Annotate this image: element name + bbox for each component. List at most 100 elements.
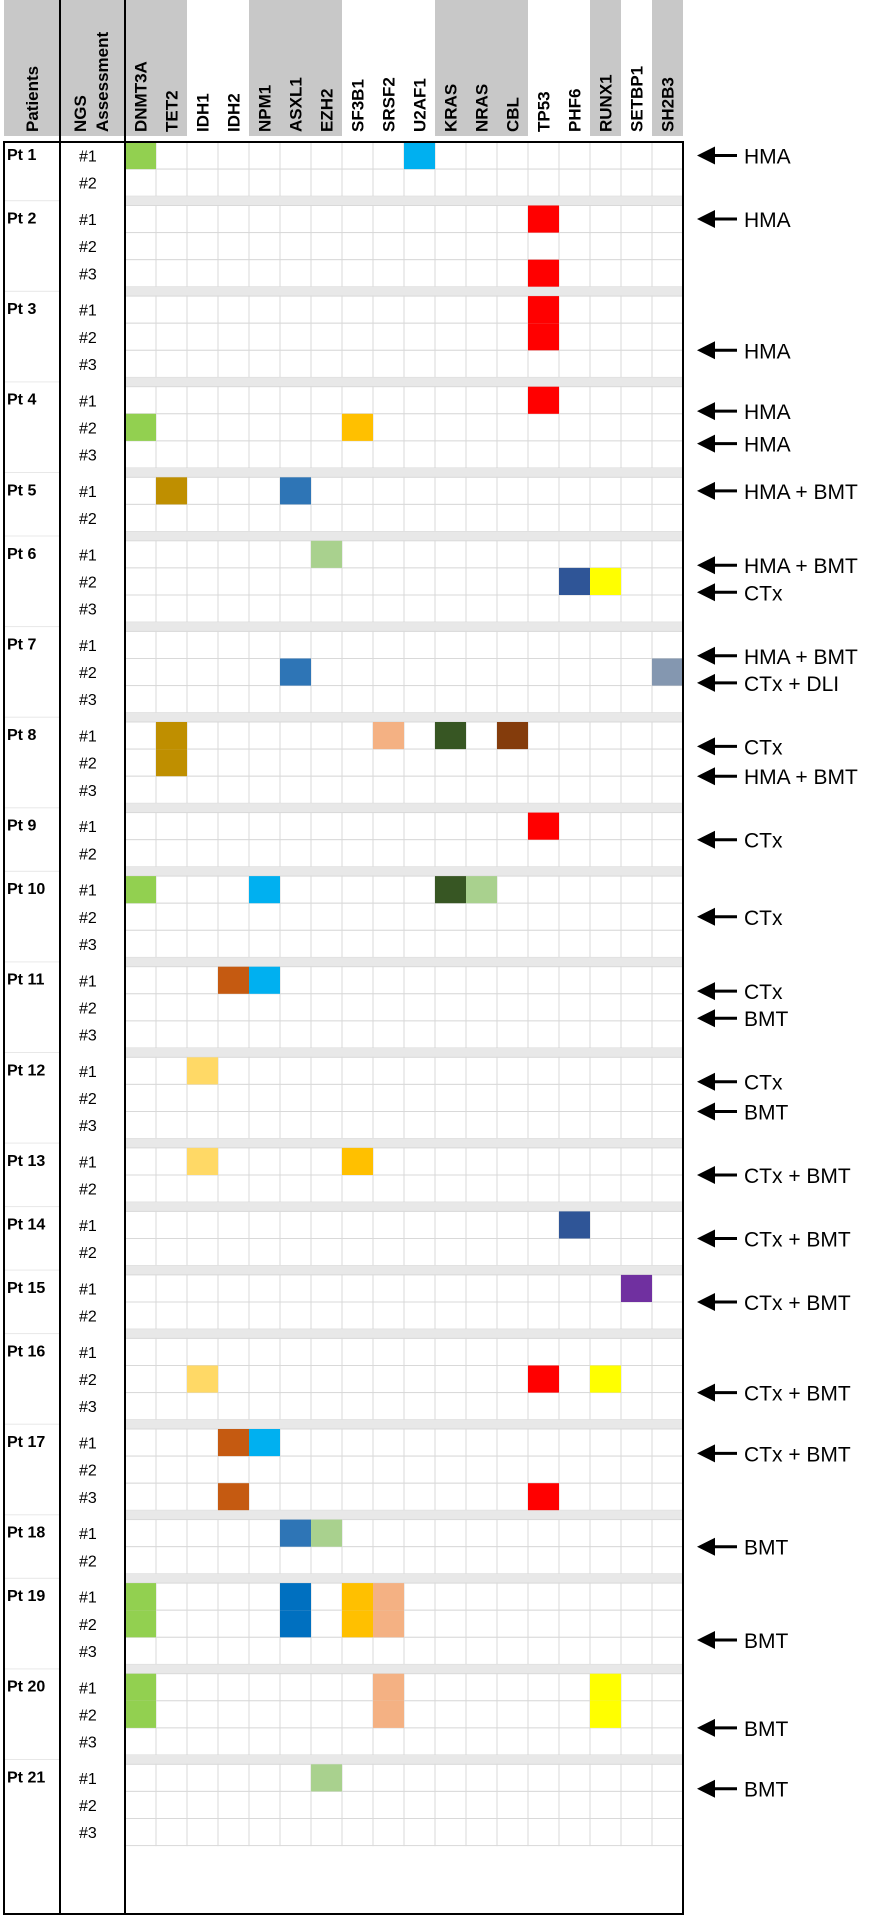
grid-cell xyxy=(372,567,405,596)
grid-cell xyxy=(217,1727,250,1756)
grid-cell xyxy=(186,685,219,714)
mutation-cell-dnmt3a xyxy=(125,1610,156,1638)
grid-cell xyxy=(651,929,684,958)
grid-cell xyxy=(310,1365,343,1394)
grid-cell xyxy=(589,1111,622,1140)
treatment-label: BMT xyxy=(744,1630,789,1653)
grid-cell xyxy=(558,966,591,995)
grid-cell xyxy=(310,1428,343,1457)
grid-cell xyxy=(558,721,591,750)
grid-cell xyxy=(589,1174,622,1203)
grid-cell xyxy=(527,929,560,958)
grid-cell xyxy=(372,1365,405,1394)
grid-cell xyxy=(403,1365,436,1394)
mutation-cell-runx1 xyxy=(590,1700,621,1728)
grid-cell xyxy=(186,594,219,623)
grid-cell xyxy=(124,1274,157,1303)
grid-cell xyxy=(434,1428,467,1457)
grid-cell xyxy=(465,1111,498,1140)
grid-cell xyxy=(403,1274,436,1303)
grid-cell xyxy=(620,1020,653,1049)
grid-cell xyxy=(124,205,157,234)
grid-cell xyxy=(496,1020,529,1049)
grid-cell xyxy=(124,386,157,415)
grid-cell xyxy=(248,349,281,378)
grid-cell xyxy=(155,875,188,904)
grid-cell xyxy=(124,1818,157,1847)
grid-cell xyxy=(589,232,622,261)
assessment-label: #3 xyxy=(79,783,97,800)
grid-cell xyxy=(589,1455,622,1484)
mutation-cell-asxl1 xyxy=(280,658,311,686)
grid-cell xyxy=(248,1210,281,1240)
grid-cell xyxy=(279,875,312,904)
block-separator xyxy=(4,1514,60,1516)
grid-cell xyxy=(248,1365,281,1394)
grid-cell xyxy=(589,476,622,505)
block-separator xyxy=(125,1265,683,1275)
gene-header-sh2b3: SH2B3 xyxy=(659,77,678,132)
arrow-left-icon xyxy=(697,210,715,229)
mutation-cell-tet2 xyxy=(156,722,187,750)
grid-cell xyxy=(341,1056,374,1085)
grid-cell xyxy=(620,875,653,904)
grid-cell xyxy=(465,1636,498,1665)
grid-cell xyxy=(496,1519,529,1548)
grid-cell xyxy=(310,875,343,904)
grid-cell xyxy=(496,966,529,995)
grid-cell xyxy=(620,775,653,804)
grid-cell xyxy=(341,259,374,288)
grid-cell xyxy=(186,567,219,596)
grid-cell xyxy=(155,1609,188,1638)
grid-cell xyxy=(155,1056,188,1085)
grid-cell xyxy=(589,1210,622,1240)
grid-cell xyxy=(155,168,188,197)
assessment-label: #2 xyxy=(79,511,97,528)
grid-cell xyxy=(496,929,529,958)
patient-label: Pt 21 xyxy=(7,1769,45,1786)
grid-cell xyxy=(217,1301,250,1330)
grid-cell xyxy=(465,630,498,660)
grid-cell xyxy=(620,259,653,288)
grid-cell xyxy=(403,658,436,687)
grid-cell xyxy=(496,413,529,442)
grid-cell xyxy=(620,295,653,324)
grid-cell xyxy=(651,1274,684,1303)
grid-cell xyxy=(465,775,498,804)
grid-cell xyxy=(651,1609,684,1638)
grid-cell xyxy=(651,1174,684,1203)
grid-cell xyxy=(527,1455,560,1484)
grid-cell xyxy=(434,1238,467,1267)
grid-cell xyxy=(527,1056,560,1085)
treatment-label: HMA xyxy=(744,340,791,363)
grid-cell xyxy=(248,1790,281,1820)
mutation-cell-tp53 xyxy=(528,1483,559,1511)
grid-cell xyxy=(341,1083,374,1113)
arrow-left-icon xyxy=(697,402,715,421)
grid-cell xyxy=(403,594,436,623)
treatment-label: HMA xyxy=(744,434,791,457)
grid-cell xyxy=(341,1673,374,1702)
grid-cell xyxy=(372,440,405,469)
block-separator xyxy=(4,200,60,202)
grid-cell xyxy=(558,205,591,234)
grid-cell xyxy=(372,1056,405,1085)
grid-cell xyxy=(186,295,219,324)
grid-cell xyxy=(496,1210,529,1240)
grid-cell xyxy=(279,902,312,931)
grid-cell xyxy=(589,1337,622,1367)
grid-cell xyxy=(124,1301,157,1330)
grid-cell xyxy=(124,567,157,596)
grid-cell xyxy=(434,775,467,804)
assessment-label: #3 xyxy=(79,602,97,619)
grid-cell xyxy=(620,1519,653,1548)
grid-cell xyxy=(217,721,250,750)
grid-cell xyxy=(558,1673,591,1702)
grid-cell xyxy=(496,1056,529,1085)
block-separator xyxy=(125,1329,683,1339)
gene-header-bg xyxy=(466,0,497,136)
assessment-label: #3 xyxy=(79,1399,97,1416)
grid-cell xyxy=(279,141,312,170)
grid-cell xyxy=(465,386,498,415)
grid-cell xyxy=(403,1147,436,1176)
